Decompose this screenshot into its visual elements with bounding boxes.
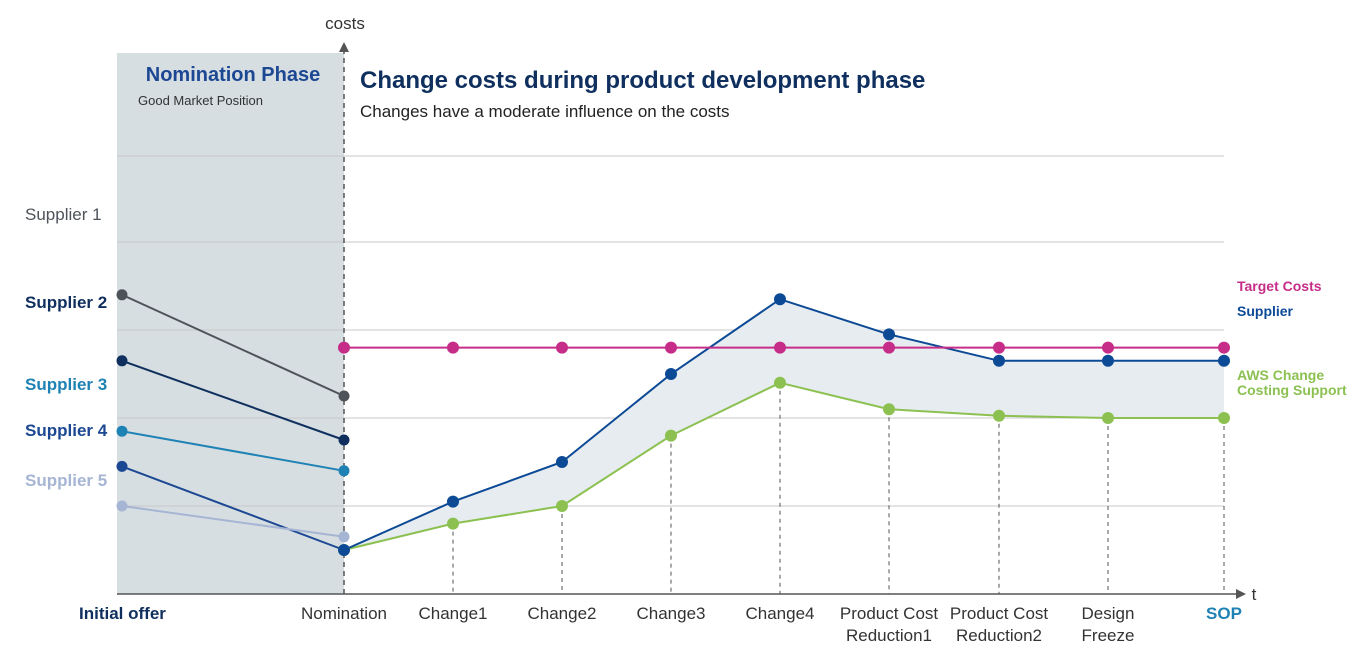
x-tick-label: Change1 bbox=[418, 604, 487, 623]
legend-label: Costing Support bbox=[1237, 382, 1347, 398]
series-point bbox=[1218, 341, 1230, 354]
series-point bbox=[774, 341, 786, 354]
x-tick-label: Reduction2 bbox=[956, 626, 1042, 645]
series-point bbox=[665, 341, 677, 354]
supplier-label: Supplier 4 bbox=[25, 421, 108, 440]
x-tick-label: Reduction1 bbox=[846, 626, 932, 645]
x-tick-label: Product Cost bbox=[840, 604, 939, 623]
nomination-phase-band bbox=[117, 53, 344, 594]
supplier-point bbox=[338, 390, 350, 402]
series-point bbox=[1102, 412, 1114, 424]
supplier-label: Supplier 1 bbox=[25, 205, 102, 224]
series-point bbox=[338, 341, 350, 354]
y-axis-label: costs bbox=[325, 14, 365, 33]
series-point bbox=[1218, 354, 1230, 367]
series-point bbox=[774, 376, 786, 389]
series-point bbox=[556, 456, 568, 468]
series-point bbox=[1218, 412, 1230, 424]
supplier-label: Supplier 3 bbox=[25, 375, 107, 394]
supplier-point bbox=[116, 460, 128, 472]
series-point bbox=[665, 429, 677, 442]
series-point bbox=[1102, 354, 1114, 367]
phase-subtitle: Good Market Position bbox=[138, 93, 263, 108]
legend-label: AWS Change bbox=[1237, 367, 1324, 383]
series-point bbox=[774, 293, 786, 306]
x-tick-label: Nomination bbox=[301, 604, 387, 623]
x-tick-label: Product Cost bbox=[950, 604, 1049, 623]
phase-title: Nomination Phase bbox=[146, 64, 320, 86]
series-point bbox=[447, 495, 459, 508]
series-point bbox=[993, 341, 1005, 354]
x-axis-arrow bbox=[1236, 589, 1246, 599]
x-tick-label: Change4 bbox=[745, 604, 814, 623]
x-tick-label: Initial offer bbox=[79, 604, 166, 623]
supplier-point bbox=[116, 289, 128, 301]
x-tick-label: Change3 bbox=[636, 604, 705, 623]
series-point bbox=[883, 328, 895, 341]
supplier-label: Supplier 5 bbox=[25, 471, 107, 490]
series-point bbox=[883, 341, 895, 354]
chart-labels: Supplier 1 Supplier 2 Supplier 3 Supplier 4… bbox=[25, 205, 1347, 645]
supplier-point bbox=[338, 531, 350, 543]
supplier-label: Supplier 2 bbox=[25, 293, 107, 312]
chart-subtitle: Changes have a moderate influence on the… bbox=[360, 102, 730, 121]
supplier-line bbox=[121, 465, 345, 551]
drop-lines bbox=[452, 382, 1225, 594]
supplier-line bbox=[121, 505, 345, 538]
x-tick-label: SOP bbox=[1206, 604, 1242, 623]
supplier-point bbox=[338, 465, 350, 477]
axes bbox=[117, 42, 1246, 599]
series-point bbox=[883, 403, 895, 416]
supplier-point bbox=[116, 355, 128, 367]
shaded-difference-area bbox=[344, 299, 1224, 550]
x-tick-label: Change2 bbox=[527, 604, 596, 623]
legend-label: Supplier bbox=[1237, 303, 1294, 319]
series-point bbox=[447, 341, 459, 354]
series-point bbox=[993, 409, 1005, 422]
series-point bbox=[338, 544, 350, 556]
series-point bbox=[1102, 341, 1114, 354]
series-points bbox=[116, 289, 1230, 556]
supplier-line bbox=[121, 293, 345, 397]
legend-label: Target Costs bbox=[1237, 278, 1322, 294]
series-point bbox=[447, 517, 459, 530]
supplier-point bbox=[116, 425, 128, 437]
series-point bbox=[993, 354, 1005, 367]
supplier-line bbox=[121, 359, 345, 441]
x-tick-label: Design bbox=[1082, 604, 1135, 623]
x-axis-label: t bbox=[1252, 585, 1257, 604]
supplier-line bbox=[121, 430, 345, 472]
x-tick-label: Freeze bbox=[1082, 626, 1135, 645]
supplier-point bbox=[116, 500, 128, 512]
series-point bbox=[556, 341, 568, 354]
series-point bbox=[556, 500, 568, 512]
y-axis-arrow bbox=[339, 42, 349, 52]
supplier-point bbox=[338, 434, 350, 446]
chart-title: Change costs during product development … bbox=[360, 67, 925, 94]
series-point bbox=[665, 368, 677, 380]
